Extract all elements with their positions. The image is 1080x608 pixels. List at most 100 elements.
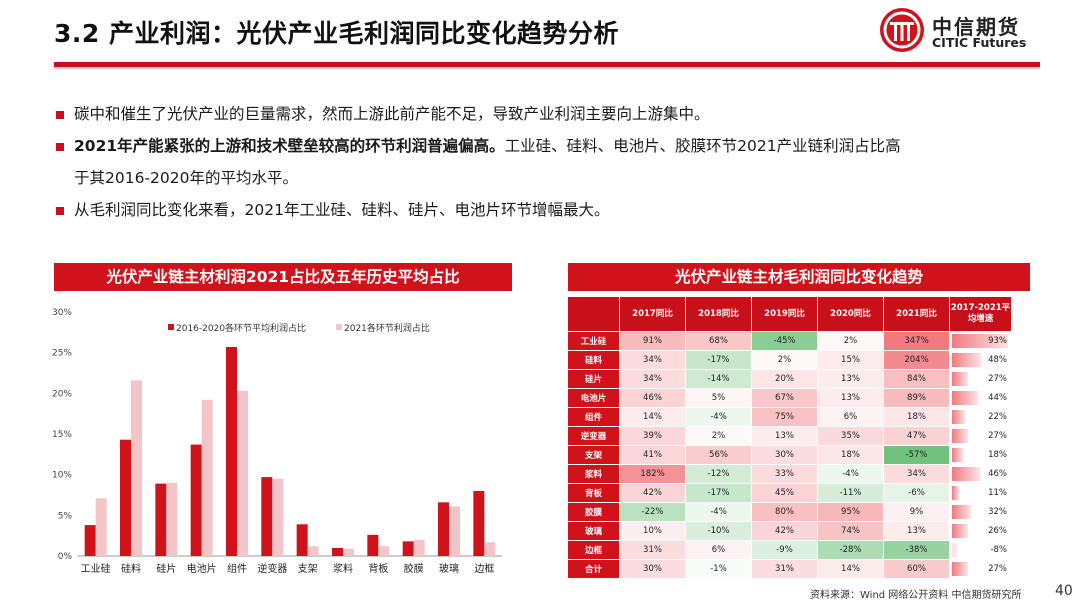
table-cell: 34% (619, 350, 686, 370)
table-cell: -4% (685, 502, 752, 522)
table-avg-growth-cell: -8% (949, 540, 1012, 560)
bar-2021 (413, 539, 425, 556)
table-cell: -11% (817, 483, 884, 503)
title-underline (54, 62, 1040, 67)
table-cell: 91% (619, 331, 686, 351)
table-column-header: 2020同比 (817, 296, 884, 332)
bullet-2-bold-text: 2021年产能紧张的上游和技术壁垒较高的环节利润普遍偏高。 (74, 137, 505, 155)
table-avg-growth-cell: 44% (949, 388, 1012, 408)
table-cell: 347% (883, 331, 950, 351)
table-cell: 9% (883, 502, 950, 522)
y-tick-label: 15% (52, 430, 72, 440)
avg-growth-value: 11% (988, 488, 1007, 498)
table-cell: 2% (685, 426, 752, 446)
table-cell: -4% (817, 464, 884, 484)
table-avg-growth-cell: 26% (949, 521, 1012, 541)
avg-growth-value: 27% (988, 431, 1007, 441)
table-row: 硅料 34% -17% 2% 15% 204% 48% (567, 350, 1012, 370)
avg-growth-databar (952, 372, 969, 386)
table-cell: 15% (817, 350, 884, 370)
table-cell: -28% (817, 540, 884, 560)
bullet-list: 碳中和催生了光伏产业的巨量需求，然而上游此前产能不足，导致产业利润主要向上游集中… (56, 105, 1041, 233)
avg-growth-databar (952, 391, 979, 405)
table-row: 工业硅 91% 68% -45% 2% 347% 93% (567, 331, 1012, 351)
avg-growth-value: -8% (990, 545, 1007, 555)
profit-share-bar-chart: 0% 5% 10% 15% 20% 25% 30% 工业硅 硅料 硅片 电池片 组件 逆变器 支架 浆料 背板… (52, 308, 502, 575)
table-cell: -14% (685, 369, 752, 389)
bullet-2-text-continued: 于其2016-2020年的平均水平。 (74, 169, 298, 187)
table-avg-growth-cell: 22% (949, 407, 1012, 427)
table-row-label: 边框 (567, 540, 620, 560)
y-tick-label: 20% (52, 389, 72, 399)
table-cell: 10% (619, 521, 686, 541)
table-row: 支架 41% 56% 30% 18% -57% 18% (567, 445, 1012, 465)
table-column-header: 2017同比 (619, 296, 686, 332)
table-cell: 42% (751, 521, 818, 541)
table-row: 合计 30% -1% 31% 14% 60% 27% (567, 559, 1012, 579)
table-row: 背板 42% -17% 45% -11% -6% 11% (567, 483, 1012, 503)
table-cell: 60% (883, 559, 950, 579)
bar-avg (332, 547, 343, 556)
table-cell: 95% (817, 502, 884, 522)
table-cell: 35% (817, 426, 884, 446)
table-cell: 39% (619, 426, 686, 446)
avg-growth-value: 27% (988, 564, 1007, 574)
table-row-label: 胶膜 (567, 502, 620, 522)
table-row-label: 支架 (567, 445, 620, 465)
table-row: 逆变器 39% 2% 13% 35% 47% 27% (567, 426, 1012, 446)
y-tick-label: 30% (52, 308, 72, 318)
y-tick-label: 25% (52, 349, 72, 359)
y-tick-label: 5% (58, 511, 73, 521)
table-cell: -4% (685, 407, 752, 427)
table-cell: -17% (685, 483, 752, 503)
table-row: 电池片 46% 5% 67% 13% 89% 44% (567, 388, 1012, 408)
bullet-marker-icon (56, 143, 64, 151)
bar-2021 (484, 542, 496, 556)
avg-growth-databar (952, 505, 972, 519)
x-tick-label: 组件 (227, 562, 247, 575)
table-cell: -9% (751, 540, 818, 560)
table-cell: 2% (817, 331, 884, 351)
table-avg-growth-cell: 46% (949, 464, 1012, 484)
table-row: 胶膜 -22% -4% 80% 95% 9% 32% (567, 502, 1012, 522)
table-cell: 41% (619, 445, 686, 465)
table-cell: -10% (685, 521, 752, 541)
bullet-3-text: 从毛利润同比变化来看，2021年工业硅、硅料、硅片、电池片环节增幅最大。 (74, 201, 610, 219)
bullet-marker-icon (56, 111, 64, 119)
avg-growth-value: 18% (988, 450, 1007, 460)
table-row-label: 工业硅 (567, 331, 620, 351)
table-cell: 31% (619, 540, 686, 560)
x-tick-label: 胶膜 (404, 562, 424, 575)
avg-growth-value: 22% (988, 412, 1007, 422)
table-cell: 5% (685, 388, 752, 408)
bar-avg (155, 483, 167, 556)
table-cell: 34% (619, 369, 686, 389)
table-cell: 13% (883, 521, 950, 541)
legend-swatch (336, 324, 342, 330)
table-avg-growth-cell: 27% (949, 369, 1012, 389)
avg-growth-databar (952, 543, 957, 557)
table-cell: 74% (817, 521, 884, 541)
table-cell: 18% (883, 407, 950, 427)
title-underline-shadow (54, 67, 1040, 69)
bar-avg (84, 525, 96, 556)
x-tick-label: 浆料 (333, 562, 353, 575)
bar-2021 (201, 399, 213, 556)
table-cell: 2% (751, 350, 818, 370)
bar-2021 (237, 390, 248, 556)
gross-profit-yoy-table: 2017同比 2018同比 2019同比 2020同比 2021同比 2017-2021平… (567, 296, 1012, 579)
table-row-label: 玻璃 (567, 521, 620, 541)
bar-avg (367, 534, 379, 556)
bar-avg (190, 444, 202, 556)
avg-growth-databar (952, 486, 959, 500)
table-row: 硅片 34% -14% 20% 13% 84% 27% (567, 369, 1012, 389)
x-tick-label: 电池片 (187, 562, 217, 575)
table-row-label: 背板 (567, 483, 620, 503)
legend-swatch (168, 324, 174, 330)
table-corner-header (567, 296, 620, 332)
table-row: 玻璃 10% -10% 42% 74% 13% 26% (567, 521, 1012, 541)
avg-growth-value: 46% (988, 469, 1007, 479)
table-cell: 80% (751, 502, 818, 522)
table-title: 光伏产业链主材毛利润同比变化趋势 (568, 263, 1030, 291)
bar-avg (402, 541, 414, 556)
